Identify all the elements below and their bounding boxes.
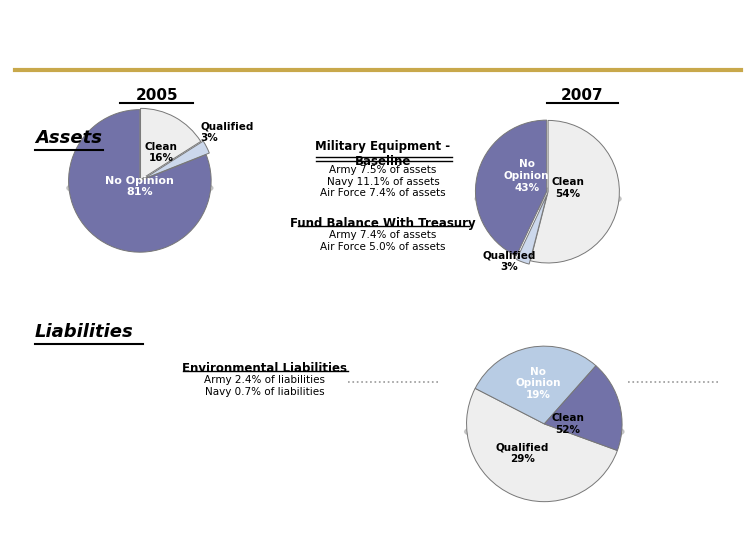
Ellipse shape bbox=[67, 177, 213, 199]
Wedge shape bbox=[141, 109, 201, 180]
Wedge shape bbox=[476, 346, 596, 424]
Wedge shape bbox=[143, 141, 209, 179]
Text: Qualified
29%: Qualified 29% bbox=[496, 443, 550, 464]
Text: No Opinion
81%: No Opinion 81% bbox=[105, 176, 175, 198]
Text: Clean
52%: Clean 52% bbox=[551, 413, 584, 435]
Ellipse shape bbox=[465, 420, 624, 443]
Text: Environmental Liabilities: Environmental Liabilities bbox=[182, 362, 348, 375]
Ellipse shape bbox=[475, 188, 621, 210]
Wedge shape bbox=[544, 366, 622, 450]
Wedge shape bbox=[476, 120, 547, 256]
Text: No
Opinion
19%: No Opinion 19% bbox=[516, 367, 561, 400]
Wedge shape bbox=[516, 195, 547, 264]
Text: Qualified
3%: Qualified 3% bbox=[482, 250, 535, 272]
Wedge shape bbox=[466, 388, 618, 502]
Wedge shape bbox=[531, 120, 619, 263]
Text: Qualified
3%: Qualified 3% bbox=[200, 122, 254, 143]
Wedge shape bbox=[69, 110, 211, 252]
Text: Army 7.4% of assets
Air Force 5.0% of assets: Army 7.4% of assets Air Force 5.0% of as… bbox=[321, 230, 446, 252]
Text: Clean
54%: Clean 54% bbox=[552, 177, 584, 199]
Text: Fund Balance With Treasury: Fund Balance With Treasury bbox=[290, 217, 476, 230]
Text: Assets: Assets bbox=[35, 129, 102, 147]
Text: Clean
16%: Clean 16% bbox=[145, 141, 178, 163]
Text: Liabilities: Liabilities bbox=[35, 323, 134, 341]
Text: 2007: 2007 bbox=[561, 88, 603, 103]
Text: No
Opinion
43%: No Opinion 43% bbox=[504, 159, 550, 193]
Text: 2005: 2005 bbox=[135, 88, 178, 103]
Text: Army 7.5% of assets
Navy 11.1% of assets
Air Force 7.4% of assets: Army 7.5% of assets Navy 11.1% of assets… bbox=[321, 165, 446, 198]
Text: Army 2.4% of liabilities
Navy 0.7% of liabilities: Army 2.4% of liabilities Navy 0.7% of li… bbox=[205, 375, 326, 397]
Text: Military Equipment -
Baseline: Military Equipment - Baseline bbox=[315, 140, 451, 168]
Text: Projected Balance Sheet Accomplishments: Projected Balance Sheet Accomplishments bbox=[19, 23, 435, 42]
